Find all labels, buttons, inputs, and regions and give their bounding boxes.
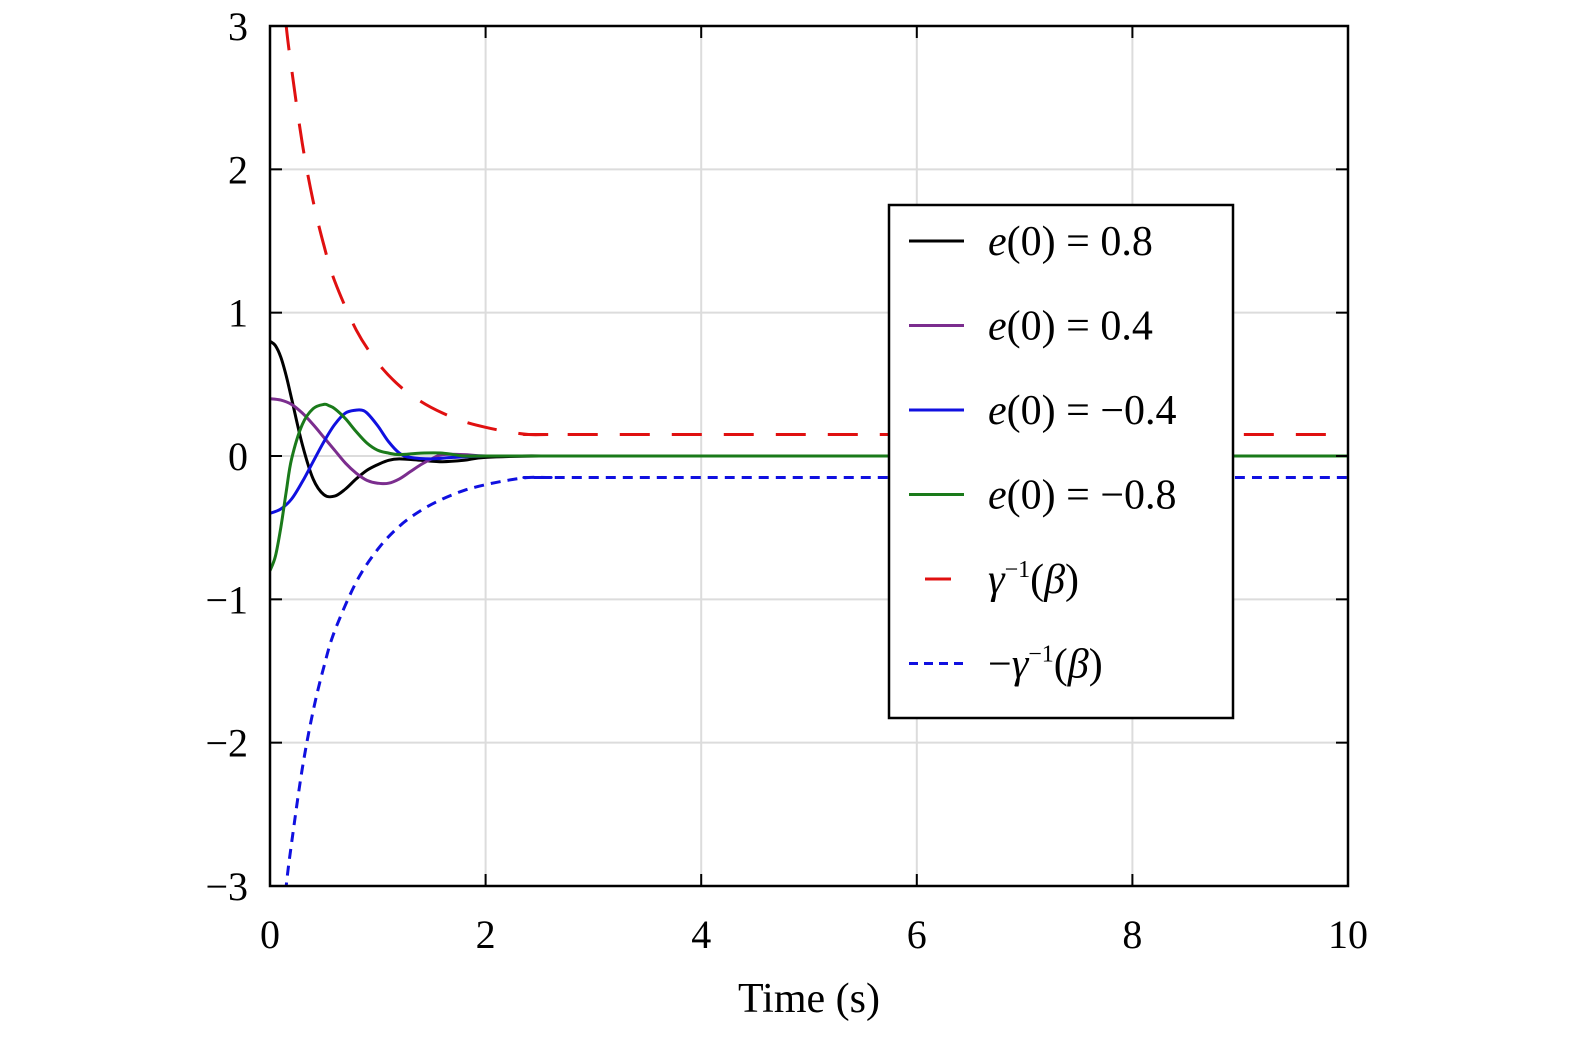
y-tick-labels: −3 −2 −1 0 1 2 3 — [205, 4, 248, 909]
y-tick-label: 0 — [228, 434, 248, 479]
y-tick-label: 2 — [228, 147, 248, 192]
legend-label: e(0) = 0.4 — [988, 304, 1153, 350]
series-line-3 — [270, 402, 1348, 572]
y-tick-label: 3 — [228, 4, 248, 49]
x-tick-label: 6 — [907, 912, 927, 957]
legend-label: −γ−1(β) — [988, 642, 1103, 688]
series-group — [270, 26, 1348, 886]
x-tick-label: 0 — [260, 912, 280, 957]
legend: e(0) = 0.8 e(0) = 0.4 e(0) = −0.4 e(0) = −0… — [887, 203, 1235, 720]
y-tick-label: −1 — [205, 577, 248, 622]
x-tick-label: 8 — [1122, 912, 1142, 957]
x-tick-labels: 0 2 4 6 8 10 — [260, 912, 1368, 957]
series-line-4 — [284, 26, 1348, 437]
x-tick-label: 2 — [476, 912, 496, 957]
y-tick-label: −3 — [205, 864, 248, 909]
x-tick-label: 10 — [1328, 912, 1368, 957]
legend-box — [887, 203, 1235, 720]
y-tick-label: −2 — [205, 721, 248, 766]
legend-label: e(0) = 0.8 — [988, 219, 1153, 265]
legend-label: e(0) = −0.4 — [988, 388, 1177, 434]
legend-label: e(0) = −0.8 — [988, 473, 1177, 519]
legend-label: γ−1(β) — [988, 557, 1079, 603]
x-axis-title: Time (s) — [738, 976, 880, 1022]
x-tick-label: 4 — [691, 912, 711, 957]
y-tick-label: 1 — [228, 291, 248, 336]
series-line-5 — [284, 475, 1348, 886]
tick-marks — [269, 25, 1349, 887]
